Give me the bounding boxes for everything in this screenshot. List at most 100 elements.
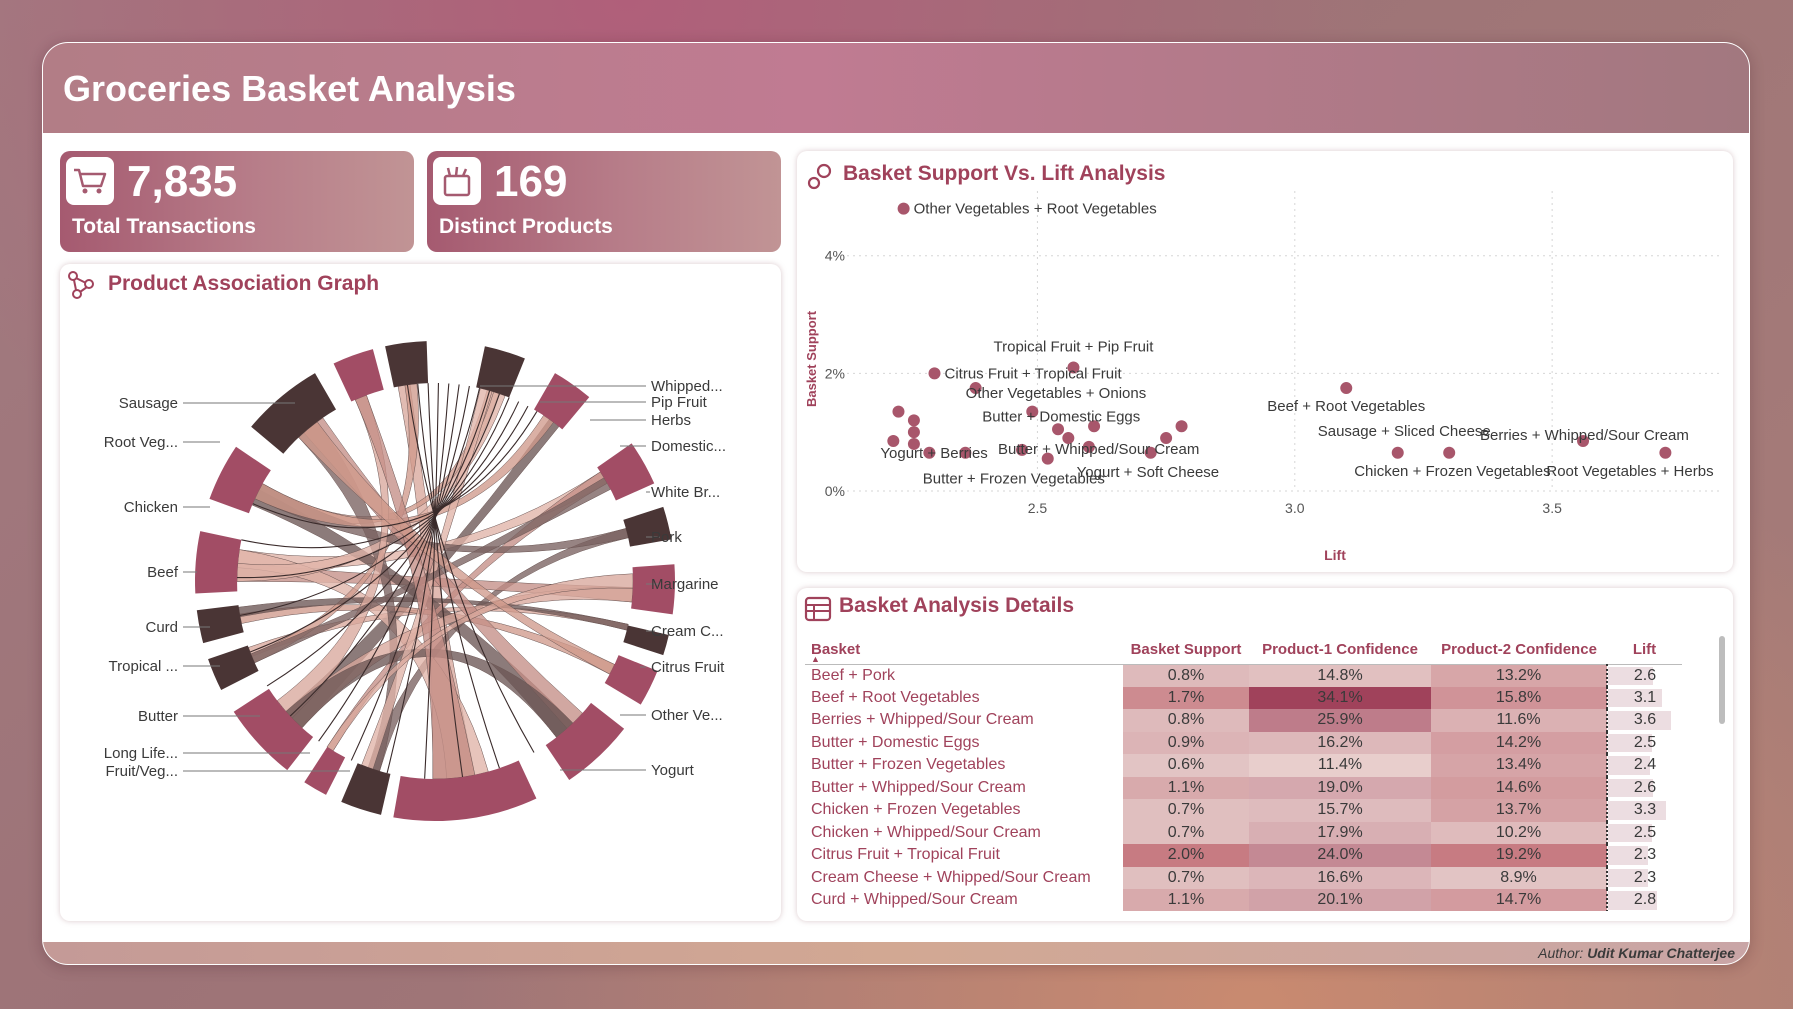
cell-p1-confidence: 15.7%	[1249, 799, 1431, 822]
scatter-point[interactable]	[897, 202, 910, 215]
details-table-wrapper[interactable]: Basket Basket Support Product-1 Confiden…	[805, 636, 1707, 911]
table-row[interactable]: Butter + Domestic Eggs 0.9% 16.2% 14.2% 2.5	[805, 731, 1682, 754]
scatter-point[interactable]	[907, 414, 920, 427]
chord-arc[interactable]	[604, 655, 658, 705]
table-row[interactable]: Butter + Whipped/Sour Cream 1.1% 19.0% 14.6…	[805, 776, 1682, 799]
cell-basket: Beef + Pork	[811, 666, 896, 684]
scatter-point[interactable]	[1160, 432, 1173, 445]
cell-p1-confidence: 34.1%	[1249, 686, 1431, 709]
column-header-p2-confidence[interactable]: Product-2 Confidence	[1431, 636, 1607, 665]
scatter-point[interactable]	[1340, 382, 1353, 395]
chord-arc[interactable]	[195, 531, 242, 594]
table-row[interactable]: Butter + Frozen Vegetables 0.6% 11.4% 13.4%…	[805, 754, 1682, 777]
table-row[interactable]: Chicken + Frozen Vegetables 0.7% 15.7% 13.7…	[805, 799, 1682, 822]
details-title: Basket Analysis Details	[839, 594, 1075, 617]
cell-support: 0.9%	[1123, 731, 1249, 754]
chord-arc[interactable]	[545, 702, 625, 780]
cell-p2-confidence: 19.2%	[1431, 844, 1607, 867]
chord-arc[interactable]	[597, 443, 655, 501]
chord-arc[interactable]	[385, 341, 429, 388]
chord-arc[interactable]	[208, 645, 259, 690]
scatter-point[interactable]	[892, 405, 905, 418]
scatter-point[interactable]	[1659, 446, 1672, 459]
scatter-point[interactable]	[928, 367, 941, 380]
column-header-p1-confidence[interactable]: Product-1 Confidence	[1249, 636, 1431, 665]
scatter-title: Basket Support Vs. Lift Analysis	[843, 162, 1166, 185]
chord-arc[interactable]	[209, 446, 271, 514]
scatter-point[interactable]	[907, 437, 920, 450]
column-header-support[interactable]: Basket Support	[1123, 636, 1249, 665]
chord-arc[interactable]	[534, 373, 590, 430]
scatter-point[interactable]	[1026, 405, 1039, 418]
scatter-point[interactable]	[1067, 361, 1080, 374]
cell-p1-confidence: 17.9%	[1249, 821, 1431, 844]
node-label-left: Chicken	[124, 499, 178, 516]
scatter-point[interactable]	[1062, 432, 1075, 445]
chord-ribbon[interactable]	[326, 573, 634, 752]
kpi-total-transactions[interactable]: 7,835 Total Transactions	[60, 151, 414, 252]
lift-value: 2.8	[1633, 891, 1657, 909]
point-label: Butter + Domestic Eggs	[982, 409, 1140, 426]
column-header-basket[interactable]: Basket	[805, 636, 1123, 665]
scatter-point[interactable]	[907, 426, 920, 439]
node-label-left: Butter	[138, 708, 178, 725]
chord-arc[interactable]	[341, 763, 391, 815]
lift-value: 3.3	[1633, 801, 1657, 819]
lift-databar	[1608, 846, 1649, 865]
node-label-right: Herbs	[651, 412, 691, 429]
chord-arc[interactable]	[333, 349, 384, 402]
chord-arc[interactable]	[233, 688, 314, 771]
chord-ribbon[interactable]	[238, 597, 629, 631]
cell-support: 0.8%	[1123, 664, 1249, 687]
chord-link	[252, 410, 538, 529]
scatter-point[interactable]	[1577, 435, 1590, 447]
scatter-point[interactable]	[1016, 443, 1028, 456]
kpi-value: 7,835	[127, 157, 238, 206]
column-header-lift[interactable]: Lift	[1607, 636, 1682, 665]
scatter-point[interactable]	[1391, 446, 1404, 459]
scatter-point[interactable]	[1052, 423, 1065, 436]
lift-databar	[1608, 801, 1666, 820]
scatter-point[interactable]	[1443, 446, 1456, 459]
chord-diagram[interactable]: Sausage Root Veg... Chicken Beef Curd Tropica…	[60, 264, 781, 921]
table-row[interactable]: Beef + Root Vegetables 1.7% 34.1% 15.8% 3.1	[805, 686, 1682, 709]
table-scrollbar[interactable]	[1719, 636, 1725, 724]
scatter-point[interactable]	[1175, 420, 1188, 433]
cell-support: 0.6%	[1123, 754, 1249, 777]
y-tick-label: 2%	[825, 365, 845, 381]
scatter-point[interactable]	[923, 446, 936, 459]
table-row[interactable]: Berries + Whipped/Sour Cream 0.8% 25.9% 11.…	[805, 709, 1682, 732]
network-icon	[68, 271, 94, 299]
cell-support: 0.8%	[1123, 709, 1249, 732]
node-label-left: Beef	[147, 564, 179, 581]
point-label: Sausage + Sliced Cheese	[1318, 423, 1491, 440]
cell-lift: 2.3	[1606, 844, 1682, 867]
scatter-point[interactable]	[969, 382, 982, 395]
scatter-point[interactable]	[959, 446, 972, 459]
table-row[interactable]: Citrus Fruit + Tropical Fruit 2.0% 24.0% 19…	[805, 844, 1682, 867]
chord-arc[interactable]	[623, 625, 669, 656]
table-row[interactable]: Cream Cheese + Whipped/Sour Cream 0.7% 16.…	[805, 866, 1682, 889]
chord-arc[interactable]	[393, 760, 537, 821]
header-bar: Groceries Basket Analysis	[43, 43, 1749, 133]
table-row[interactable]: Beef + Pork 0.8% 14.8% 13.2% 2.6	[805, 664, 1682, 687]
cell-basket: Curd + Whipped/Sour Cream	[811, 891, 1018, 909]
scatter-point[interactable]	[1088, 420, 1101, 433]
chord-arc[interactable]	[251, 373, 336, 454]
table-row[interactable]: Curd + Whipped/Sour Cream 1.1% 20.1% 14.7% 2…	[805, 889, 1682, 911]
chord-arc[interactable]	[196, 605, 244, 644]
scatter-point[interactable]	[1041, 452, 1054, 465]
chord-ribbon[interactable]	[298, 421, 615, 675]
scatter-plot[interactable]: Basket Support Lift 2.5 3.0 3.5 0% 2% 4% Other…	[797, 151, 1733, 572]
lift-value: 2.5	[1633, 733, 1657, 751]
scatter-point[interactable]	[887, 435, 900, 447]
cell-basket: Butter + Frozen Vegetables	[811, 756, 1006, 774]
table-header-row: Basket Basket Support Product-1 Confiden…	[805, 636, 1682, 665]
chord-arc[interactable]	[631, 564, 675, 615]
chord-arc[interactable]	[476, 346, 525, 398]
table-row[interactable]: Chicken + Whipped/Sour Cream 0.7% 17.9% 10.…	[805, 821, 1682, 844]
kpi-distinct-products[interactable]: 169 Distinct Products	[427, 151, 781, 252]
scatter-point[interactable]	[1144, 446, 1157, 459]
cell-lift: 2.4	[1606, 754, 1682, 777]
scatter-point[interactable]	[1082, 440, 1095, 453]
